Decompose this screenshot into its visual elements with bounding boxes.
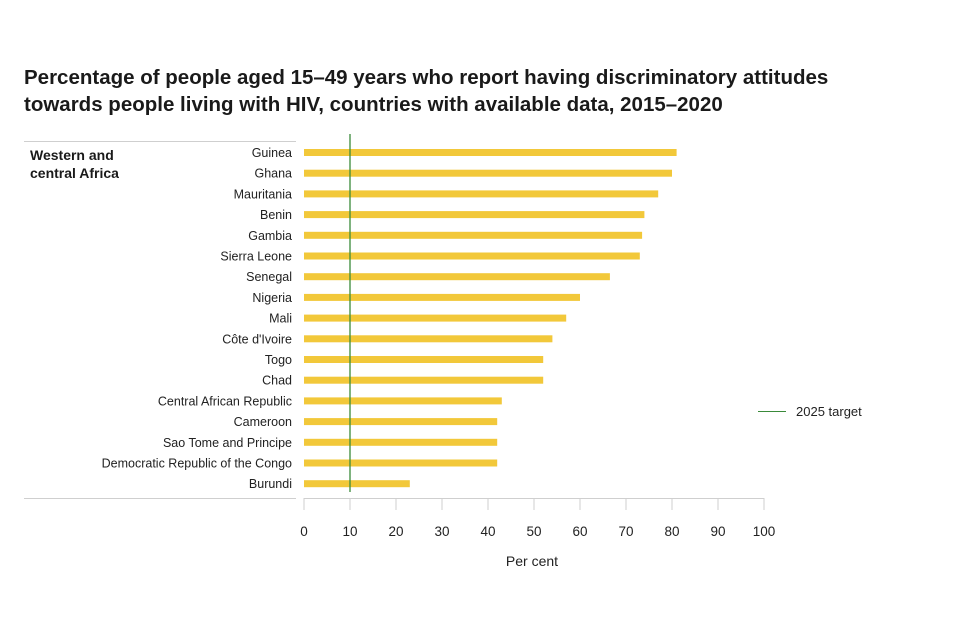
- bar-7: [304, 293, 580, 301]
- chart-title-line: Percentage of people aged 15–49 years wh…: [24, 66, 829, 89]
- x-tick-label: 0: [300, 524, 308, 539]
- bar-6: [304, 273, 610, 281]
- category-label: Cameroon: [234, 415, 292, 429]
- category-label: Mauritania: [234, 187, 292, 201]
- category-label: Senegal: [246, 270, 292, 284]
- category-label: Benin: [260, 208, 292, 222]
- bar-9: [304, 335, 553, 343]
- category-label: Guinea: [252, 146, 292, 160]
- x-tick-label: 90: [710, 524, 725, 539]
- bar-3: [304, 211, 645, 219]
- chart-title-line: towards people living with HIV, countrie…: [24, 93, 723, 116]
- x-tick-label: 10: [342, 524, 357, 539]
- bar-2: [304, 190, 659, 198]
- region-group-label-line: central Africa: [30, 165, 119, 181]
- x-tick-label: 100: [753, 524, 776, 539]
- bar-16: [304, 480, 410, 488]
- bar-12: [304, 397, 502, 405]
- category-label: Togo: [265, 353, 292, 367]
- bar-10: [304, 356, 544, 363]
- chart-title: Percentage of people aged 15–49 years wh…: [24, 64, 954, 118]
- bar-11: [304, 376, 544, 384]
- x-tick-label: 40: [480, 524, 495, 539]
- bar-14: [304, 438, 498, 446]
- bar-13: [304, 418, 498, 426]
- category-label: Sierra Leone: [220, 250, 292, 264]
- x-tick-label: 30: [434, 524, 449, 539]
- region-group-label-line: Western and: [30, 147, 114, 163]
- category-label: Central African Republic: [158, 394, 292, 408]
- x-tick-label: 20: [388, 524, 403, 539]
- region-group-label: Western and central Africa: [30, 146, 119, 182]
- bar-15: [304, 459, 498, 467]
- legend-target-label: 2025 target: [796, 404, 862, 419]
- category-label: Nigeria: [252, 291, 292, 305]
- category-label: Chad: [262, 374, 292, 388]
- bar-8: [304, 314, 567, 322]
- x-tick-label: 50: [526, 524, 541, 539]
- x-axis-title: Per cent: [506, 553, 558, 569]
- category-label: Gambia: [248, 229, 292, 243]
- category-label: Democratic Republic of the Congo: [102, 457, 292, 471]
- x-tick-label: 60: [572, 524, 587, 539]
- legend-target-line: [758, 411, 786, 412]
- category-label: Ghana: [254, 167, 292, 181]
- bar-0: [304, 149, 677, 156]
- category-label: Côte d'Ivoire: [222, 332, 292, 346]
- bar-1: [304, 169, 672, 177]
- category-label: Sao Tome and Principe: [163, 436, 292, 450]
- x-tick-label: 70: [618, 524, 633, 539]
- category-label: Burundi: [249, 477, 292, 491]
- category-label: Mali: [269, 312, 292, 326]
- bar-4: [304, 231, 643, 239]
- legend: 2025 target: [758, 404, 862, 419]
- bar-5: [304, 252, 640, 260]
- x-tick-label: 80: [664, 524, 679, 539]
